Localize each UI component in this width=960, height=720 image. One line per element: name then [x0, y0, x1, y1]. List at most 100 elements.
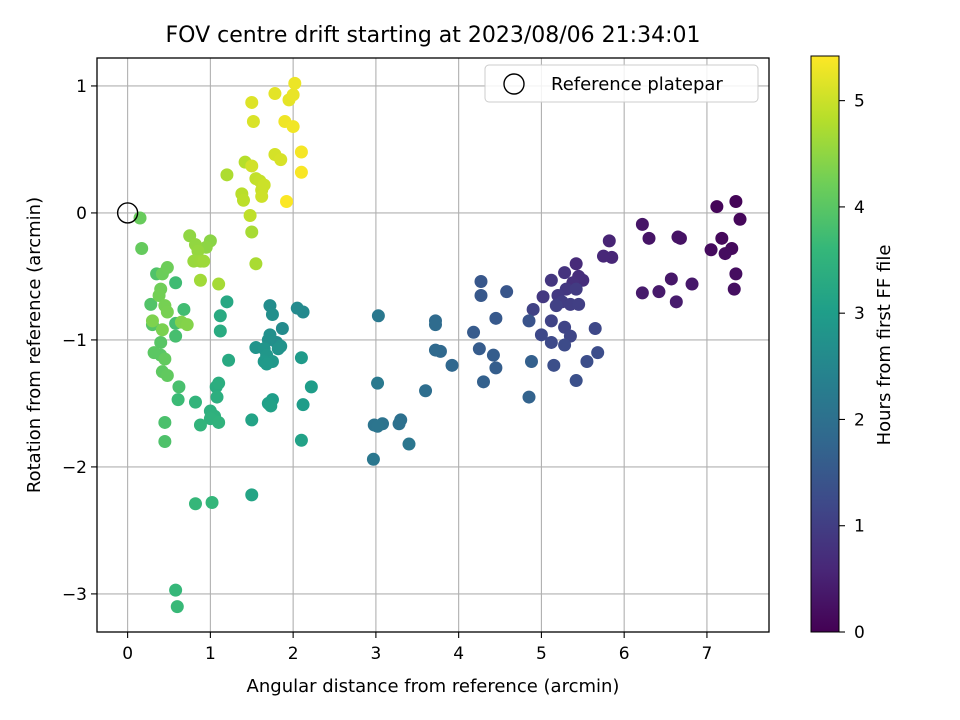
data-point: [371, 419, 385, 433]
data-point: [296, 398, 310, 412]
reference-platepar-marker: [116, 202, 139, 224]
x-tick-label: 5: [536, 644, 547, 664]
colorbar-tick-label: 2: [854, 410, 865, 430]
data-point: [152, 288, 166, 302]
data-point: [158, 352, 172, 366]
data-point: [544, 335, 558, 349]
data-point: [474, 275, 488, 289]
data-point: [671, 230, 685, 244]
data-point: [135, 241, 149, 255]
data-point: [419, 384, 433, 398]
data-point: [264, 399, 278, 413]
data-point: [718, 247, 732, 261]
data-point: [486, 348, 500, 362]
data-point: [294, 433, 308, 447]
data-point: [220, 295, 234, 309]
data-point: [526, 302, 540, 316]
legend-label: Reference platepar: [551, 74, 723, 95]
y-tick-label: 1: [76, 77, 87, 97]
data-point: [536, 290, 550, 304]
data-point: [476, 375, 490, 389]
data-point: [172, 380, 186, 394]
data-point: [524, 355, 538, 369]
y-axis-ticks: 1 0 −1 −2 −3: [62, 77, 97, 605]
plot-frame: [96, 57, 770, 633]
colorbar: 0 1 2 3 4 5 Hours from first FF file: [810, 55, 895, 643]
colorbar-tick-label: 4: [854, 198, 865, 218]
colorbar-tick-label: 5: [854, 92, 865, 112]
chart-title: FOV centre drift starting at 2023/08/06 …: [166, 23, 701, 48]
data-point: [169, 583, 183, 597]
data-point: [392, 417, 406, 431]
data-point: [547, 358, 561, 372]
data-point: [304, 380, 318, 394]
data-point: [544, 273, 558, 287]
x-tick-label: 1: [205, 644, 216, 664]
data-point: [371, 309, 385, 323]
data-point: [489, 361, 503, 375]
x-axis-ticks: 0 1 2 3 4 5 6 7: [122, 632, 712, 664]
data-point: [193, 418, 207, 432]
legend-box: [484, 64, 759, 103]
data-point: [220, 168, 234, 182]
x-tick-label: 3: [370, 644, 381, 664]
data-point: [145, 314, 159, 328]
data-point: [171, 393, 185, 407]
data-point: [596, 249, 610, 263]
data-point: [158, 415, 172, 429]
data-point: [246, 114, 260, 128]
data-point: [245, 413, 259, 427]
data-point: [371, 376, 385, 390]
x-tick-label: 0: [122, 644, 133, 664]
data-point: [402, 437, 416, 451]
data-point: [212, 376, 226, 390]
data-point: [704, 243, 718, 257]
data-point: [489, 311, 503, 325]
x-tick-label: 7: [702, 644, 713, 664]
data-point: [170, 600, 184, 614]
data-point: [260, 357, 274, 371]
data-point: [274, 153, 288, 167]
data-point: [685, 277, 699, 291]
y-tick-label: −3: [62, 585, 87, 605]
data-point: [635, 286, 649, 300]
data-point: [257, 178, 271, 192]
data-point: [290, 301, 304, 315]
data-point: [727, 282, 741, 296]
data-point: [602, 234, 616, 248]
data-point: [642, 231, 656, 245]
data-point: [188, 497, 202, 511]
data-point: [294, 165, 308, 179]
x-axis-label: Angular distance from reference (arcmin): [247, 676, 620, 697]
data-point: [534, 328, 548, 342]
data-point: [569, 374, 583, 388]
data-point: [544, 314, 558, 328]
data-point: [294, 351, 308, 365]
data-point: [275, 321, 289, 335]
data-point: [445, 358, 459, 372]
data-point: [729, 195, 743, 208]
colorbar-tick-label: 0: [854, 623, 865, 643]
data-point: [210, 390, 224, 404]
data-point: [591, 346, 605, 360]
data-point: [428, 318, 442, 332]
legend-marker-open-circle: [503, 73, 525, 95]
data-point: [193, 273, 207, 287]
data-point: [236, 193, 250, 207]
data-point: [569, 257, 583, 271]
data-point: [144, 297, 158, 311]
x-tick-label: 2: [288, 644, 299, 664]
data-point: [160, 368, 174, 382]
data-point: [588, 321, 602, 335]
y-tick-label: 0: [76, 204, 87, 224]
data-point: [188, 395, 202, 409]
data-point: [245, 159, 259, 173]
data-point: [169, 276, 183, 290]
data-point: [580, 355, 594, 369]
data-point: [558, 266, 572, 280]
legend: Reference platepar: [484, 64, 759, 103]
data-point: [213, 324, 227, 338]
data-point: [569, 282, 583, 296]
y-axis-label: Rotation from reference (arcmin): [24, 197, 45, 493]
